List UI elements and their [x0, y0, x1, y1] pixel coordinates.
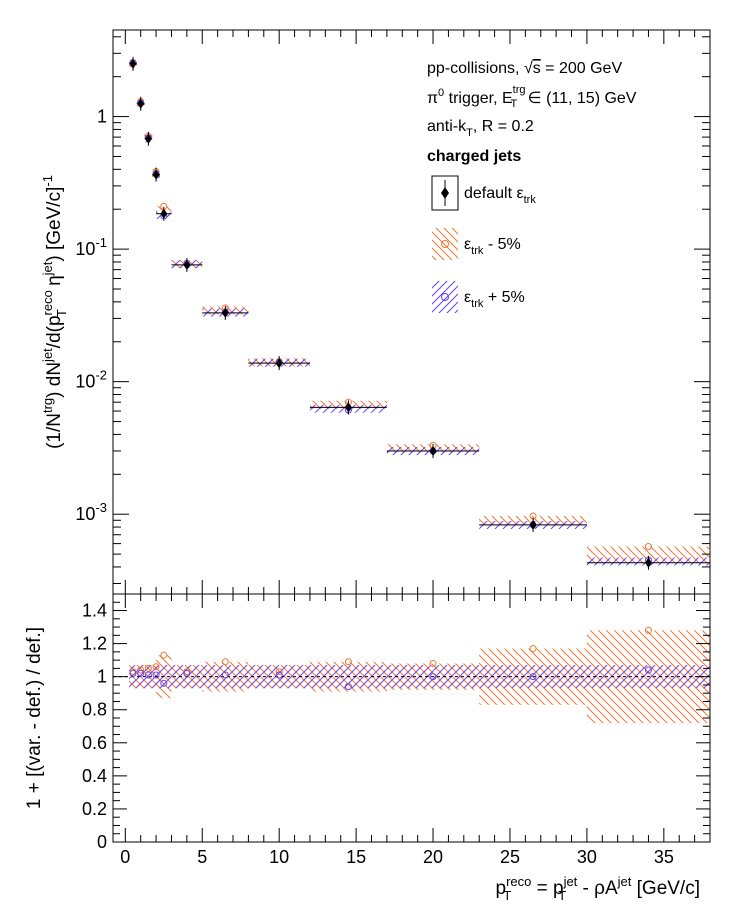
legend-header-line4: charged jets	[427, 148, 521, 165]
ratio-y-tick-label-0: 0	[97, 832, 107, 852]
top-axes: 10-3 10-2 10-1 1	[75, 30, 710, 594]
top-y-tick-label-1: 10-2	[75, 368, 107, 392]
ratio-point-minus-10	[529, 645, 537, 653]
x-axis-label: preco T = pjet T - ρAjet [GeV/c]	[496, 874, 701, 903]
top-data-points	[129, 56, 710, 570]
ratio-y-tick-label-7: 1.4	[82, 601, 107, 621]
ratio-point-minus-9	[429, 659, 437, 667]
legend: pp-collisions, √s = 200 GeV π0 trigger, …	[427, 60, 637, 313]
ratio-y-tick-label-6: 1.2	[82, 634, 107, 654]
ratio-point-plus-8	[344, 683, 352, 691]
legend-plus-label: εtrk + 5%	[464, 289, 525, 310]
point-default-8	[344, 402, 352, 413]
top-y-axis-label: (1/Ntrg) dNjet/d(precoT ηjet) [GeV/c]-1	[40, 175, 69, 449]
ratio-point-plus-1	[137, 669, 145, 677]
ratio-point-minus-8	[344, 658, 352, 666]
point-default-10	[529, 519, 537, 530]
x-tick-label-7: 35	[654, 847, 674, 867]
legend-plus-band	[432, 281, 458, 313]
legend-header-line2: π0 trigger, Etrg T ∈ (11, 15) GeV	[427, 84, 637, 110]
x-tick-label-4: 20	[423, 847, 443, 867]
point-default-5	[183, 259, 191, 270]
ratio-band-plus-7	[248, 665, 310, 689]
x-tick-label-3: 15	[346, 847, 366, 867]
ratio-axes: 0 5 10 15 20 25 30 35 0 0.2 0.4 0.6 0.8 1 1.2 1.4	[82, 593, 710, 867]
ratio-band-plus-2	[144, 665, 153, 689]
legend-default-box	[431, 175, 459, 211]
point-default-1	[137, 98, 145, 109]
ratio-point-plus-3	[152, 671, 160, 679]
ratio-data-points	[129, 626, 652, 691]
ratio-point-minus-2	[144, 664, 152, 672]
legend-default-label: default εtrk	[464, 185, 536, 206]
ratio-point-plus-9	[429, 673, 437, 681]
ratio-point-plus-5	[183, 669, 191, 677]
legend-plus-marker	[441, 293, 449, 301]
ratio-point-plus-10	[529, 673, 537, 681]
point-default-4	[160, 208, 168, 219]
legend-minus-label: εtrk - 5%	[464, 236, 521, 257]
ratio-point-plus-7	[275, 671, 283, 679]
point-default-11	[644, 557, 652, 568]
legend-minus-marker	[441, 240, 449, 248]
point-default-2	[144, 133, 152, 144]
ratio-point-minus-1	[137, 666, 145, 674]
point-default-0	[129, 58, 137, 69]
point-default-3	[152, 169, 160, 180]
legend-header-line3: anti-kT, R = 0.2	[427, 118, 534, 139]
top-systematic-bands	[129, 59, 710, 566]
ratio-point-minus-7	[275, 668, 283, 676]
ratio-y-tick-label-5: 1	[97, 667, 107, 687]
x-tick-label-2: 10	[269, 847, 289, 867]
ratio-systematic-bands	[129, 630, 710, 723]
ratio-band-plus-6	[202, 665, 249, 689]
ratio-point-plus-11	[644, 666, 652, 674]
top-y-tick-label-2: 10-1	[75, 235, 107, 259]
point-default-6	[221, 307, 229, 318]
ratio-point-plus-4	[160, 679, 168, 687]
ratio-y-axis-label: 1 + [(var. - def.) / def.]	[24, 627, 45, 809]
x-tick-label-6: 30	[577, 847, 597, 867]
point-minus-11	[644, 543, 652, 551]
ratio-y-tick-label-1: 0.2	[82, 799, 107, 819]
ratio-point-minus-3	[152, 663, 160, 671]
ratio-point-plus-2	[144, 671, 152, 679]
point-default-9	[429, 445, 437, 456]
ratio-y-tick-label-4: 0.8	[82, 700, 107, 720]
ratio-point-minus-4	[160, 651, 168, 659]
top-y-tick-label-0: 10-3	[75, 500, 107, 524]
legend-minus-band	[432, 228, 458, 260]
ratio-y-tick-label-2: 0.4	[82, 766, 107, 786]
x-tick-label-0: 0	[120, 847, 130, 867]
point-default-7	[275, 358, 283, 369]
x-tick-label-5: 25	[500, 847, 520, 867]
legend-header-line1: pp-collisions, √s = 200 GeV	[427, 60, 622, 77]
legend-default-marker	[441, 187, 449, 199]
ratio-point-plus-6	[221, 671, 229, 679]
ratio-y-tick-label-3: 0.6	[82, 733, 107, 753]
top-y-tick-label-3: 1	[97, 107, 107, 127]
ratio-point-minus-6	[221, 658, 229, 666]
ratio-point-plus-0	[129, 669, 137, 677]
x-tick-label-1: 5	[197, 847, 207, 867]
ratio-point-minus-11	[644, 626, 652, 634]
